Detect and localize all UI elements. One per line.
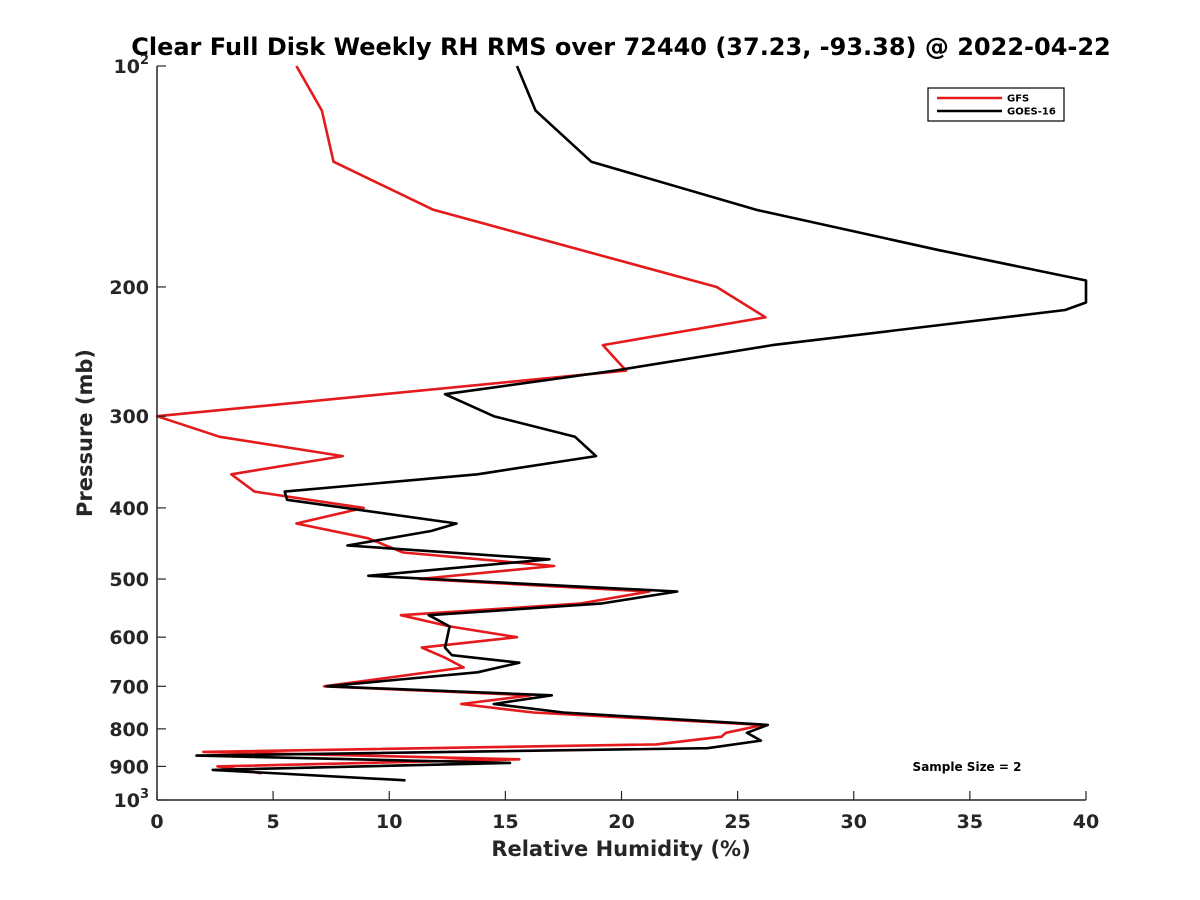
chart-title: Clear Full Disk Weekly RH RMS over 72440… <box>131 33 1111 61</box>
legend-label-goes-16: GOES-16 <box>1007 107 1056 118</box>
y-ticks: 102 200 300 400 500 600 700 800 900 103 <box>109 53 166 812</box>
x-ticks: 0 5 10 15 20 25 30 35 40 <box>150 791 1099 833</box>
y-tick-label: 200 <box>109 277 149 299</box>
y-tick-label: 600 <box>109 627 149 649</box>
y-tick-label: 300 <box>109 406 149 428</box>
y-tick-label: 900 <box>109 756 149 778</box>
x-tick-label: 5 <box>267 811 280 833</box>
series-line-gfs <box>155 65 767 775</box>
x-tick-label: 10 <box>376 811 402 833</box>
x-tick-label: 30 <box>841 811 867 833</box>
legend-box <box>927 87 1065 122</box>
plot-area: 0 5 10 15 20 25 30 35 40 102 200 300 400 500 600 700 80… <box>109 53 1099 833</box>
y-tick-label: 500 <box>109 569 149 591</box>
y-tick-label: 103 <box>114 787 150 812</box>
x-tick-label: 0 <box>150 811 163 833</box>
series-line-goes-16 <box>195 65 1088 782</box>
x-tick-label: 40 <box>1073 811 1099 833</box>
series-layer <box>155 65 1088 782</box>
y-tick-label: 800 <box>109 719 149 741</box>
x-axis-label: Relative Humidity (%) <box>491 837 750 861</box>
x-tick-label: 35 <box>957 811 983 833</box>
legend-entries: GFS GOES-16 <box>937 94 1056 118</box>
y-tick-label: 400 <box>109 498 149 520</box>
y-tick-label: 700 <box>109 676 149 698</box>
sample-size-annotation: Sample Size = 2 <box>913 760 1022 774</box>
y-axis-label: Pressure (mb) <box>73 349 97 517</box>
x-tick-label: 20 <box>608 811 634 833</box>
legend: GFS GOES-16 <box>927 87 1065 122</box>
legend-label-gfs: GFS <box>1007 94 1029 105</box>
x-tick-label: 25 <box>724 811 750 833</box>
y-tick-label: 102 <box>114 53 150 78</box>
x-tick-label: 15 <box>492 811 518 833</box>
